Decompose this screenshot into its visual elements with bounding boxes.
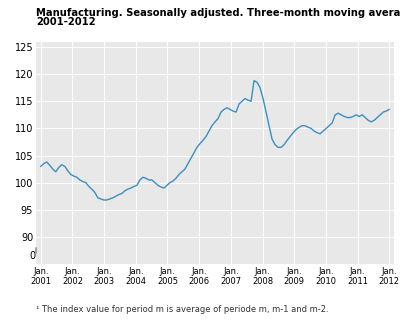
Text: 0: 0: [29, 251, 35, 261]
Text: 2001-2012: 2001-2012: [36, 17, 96, 27]
Text: ¹ The index value for period m is average of periode m, m-1 and m-2.: ¹ The index value for period m is averag…: [36, 305, 329, 314]
Text: Manufacturing. Seasonally adjusted. Three-month moving average¹.: Manufacturing. Seasonally adjusted. Thre…: [36, 8, 400, 18]
